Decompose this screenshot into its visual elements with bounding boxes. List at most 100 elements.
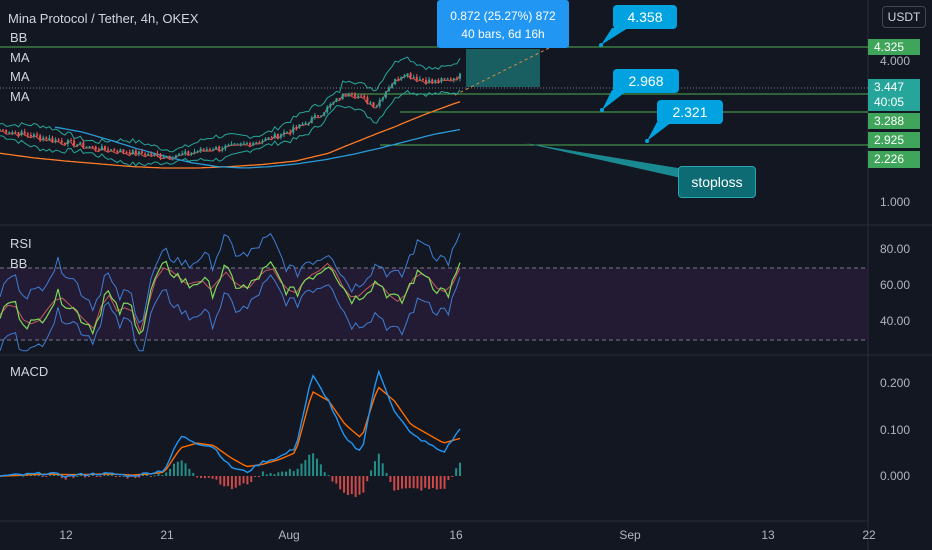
macd-line [0, 369, 461, 478]
candle-body [245, 143, 248, 145]
rsi-band-fill [0, 268, 868, 340]
macd-histogram-bar [393, 476, 396, 491]
candle-body [100, 146, 103, 151]
callout-target-2968[interactable]: 2.968 [613, 69, 679, 93]
candle-body [79, 142, 82, 145]
candle-body [57, 139, 60, 141]
measure-label[interactable]: 0.872 (25.27%) 872 40 bars, 6d 16h [437, 0, 569, 48]
macd-histogram-bar [300, 463, 303, 476]
candle-body [387, 87, 390, 92]
indicator-ma-1[interactable]: MA [10, 50, 30, 65]
candle-body [242, 143, 245, 145]
candle-body [270, 137, 273, 139]
macd-histogram-bar [377, 453, 380, 476]
candle-body [236, 143, 239, 145]
candle-body [227, 144, 230, 146]
candle-body [113, 149, 116, 151]
macd-histogram-bar [397, 476, 400, 490]
candle-body [144, 153, 147, 156]
candle-body [82, 142, 85, 148]
candle-body [221, 148, 224, 150]
candle-body [443, 78, 446, 80]
macd-histogram-bar [401, 476, 404, 489]
x-tick-22: 22 [862, 528, 876, 542]
rsi-bb-lower [0, 274, 461, 352]
y-tick-rsi-80: 80.00 [880, 242, 911, 256]
candle-body [354, 94, 357, 97]
price-tag-4325-bg [868, 39, 920, 55]
macd-histogram-bar [304, 460, 307, 476]
x-tick-sep: Sep [619, 528, 641, 542]
price-tag-2226-bg [868, 151, 920, 168]
candle-body [128, 152, 131, 155]
candle-body [428, 79, 431, 83]
candle-body [39, 135, 42, 140]
macd-histogram-bar [45, 476, 48, 477]
macd-histogram-bar [227, 476, 230, 487]
candle-body [202, 148, 205, 150]
macd-histogram-bar [323, 472, 326, 476]
macd-histogram-bar [234, 476, 237, 488]
main-price-layer [0, 56, 461, 169]
price-tag-current-bg [868, 79, 920, 111]
y-tick-macd-0200: 0.200 [880, 376, 911, 390]
macd-histogram-bar [331, 476, 334, 482]
macd-histogram-bar [459, 462, 461, 476]
indicator-bb[interactable]: BB [10, 30, 28, 45]
candle-body [273, 133, 276, 139]
indicator-ma-2[interactable]: MA [10, 69, 30, 84]
callout-pointer-3 [647, 122, 672, 141]
callout-target-2321[interactable]: 2.321 [657, 100, 723, 124]
macd-histogram-bar [238, 476, 241, 486]
measure-diagonal [454, 44, 556, 96]
stoploss-callout[interactable]: stoploss [678, 166, 756, 198]
candle-body [32, 134, 35, 137]
candle-body [23, 131, 26, 134]
candle-body [26, 133, 29, 135]
price-tag-3288-bg [868, 113, 920, 129]
candle-body [11, 131, 14, 133]
measure-range-box[interactable] [466, 49, 540, 87]
indicator-ma-3[interactable]: MA [10, 89, 30, 104]
macd-histogram-bar [138, 476, 141, 478]
candle-body [320, 115, 323, 117]
macd-histogram-bar [60, 476, 63, 479]
candle-body [60, 140, 63, 143]
macd-histogram-bar [408, 476, 411, 489]
macd-histogram-bar [33, 474, 36, 476]
candle-body [45, 137, 48, 140]
candle-body [400, 76, 403, 80]
bb-upper-line [0, 56, 461, 153]
callout-anchor-3 [645, 139, 649, 143]
macd-histogram-bar [95, 476, 98, 477]
candle-body [338, 98, 341, 100]
macd-histogram-bar [354, 476, 357, 497]
macd-histogram-bar [285, 471, 288, 476]
candle-body [97, 149, 100, 151]
callout-target-4358[interactable]: 4.358 [613, 5, 677, 29]
macd-histogram-bar [84, 476, 87, 478]
indicator-macd[interactable]: MACD [10, 364, 49, 379]
price-tag-2925: 2.925 [874, 133, 905, 147]
candle-body [412, 77, 415, 79]
candle-body [159, 154, 162, 158]
indicator-rsi[interactable]: RSI [10, 236, 32, 251]
price-tag-2925-bg [868, 132, 920, 148]
measure-duration: 40 bars, 6d 16h [461, 27, 545, 41]
candle-body [375, 106, 378, 108]
candle-body [425, 79, 428, 83]
y-tick-4000: 4.000 [880, 54, 911, 68]
macd-histogram-bar [339, 476, 342, 490]
candle-body [103, 146, 106, 150]
currency-button[interactable]: USDT [882, 6, 926, 28]
candle-body [276, 133, 279, 138]
stoploss-pointer [525, 143, 690, 180]
indicator-rsi-bb[interactable]: BB [10, 256, 28, 271]
candle-body [449, 78, 452, 80]
callout-pointer-1 [601, 28, 628, 45]
rsi-layer [0, 232, 461, 352]
candle-body [193, 151, 196, 153]
x-tick-13: 13 [761, 528, 775, 542]
x-tick-21: 21 [160, 528, 174, 542]
